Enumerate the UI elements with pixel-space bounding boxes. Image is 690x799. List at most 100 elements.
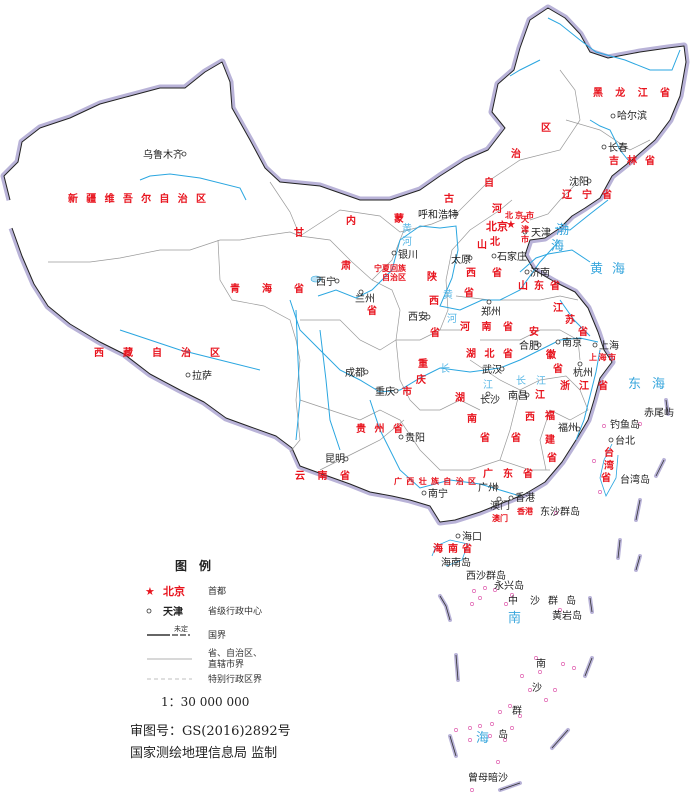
island-label: 曾母暗沙 <box>468 771 508 784</box>
city-marker <box>343 456 349 462</box>
city-marker <box>592 342 598 348</box>
island-mark <box>478 724 482 728</box>
island-mark <box>468 726 472 730</box>
river <box>317 225 561 311</box>
island-mark <box>496 760 500 764</box>
province-boundary <box>269 181 401 341</box>
city-label: 济南 <box>530 266 550 279</box>
province-label: 天津市 <box>521 215 530 244</box>
province-label: 台湾省 <box>600 446 614 484</box>
province-label: 广东省 <box>483 467 533 480</box>
city-label: 武汉 <box>482 363 502 376</box>
island-mark <box>478 596 482 600</box>
city-label: 石家庄 <box>497 250 527 263</box>
city-label: 天津 <box>531 227 551 239</box>
province-name: 云南省 <box>295 469 350 482</box>
province-name: 北京市 <box>505 210 534 220</box>
city-label: 太原 <box>451 253 471 266</box>
city-marker <box>486 299 492 305</box>
dash-segment-line <box>439 595 451 621</box>
island-mark <box>518 714 522 718</box>
dash-segment-line <box>617 539 621 559</box>
city-label: 台北 <box>615 434 635 447</box>
publisher: 国家测绘地理信息局 监制 <box>130 745 277 761</box>
island-mark <box>454 728 458 732</box>
island-mark <box>493 588 497 592</box>
dash-segment-line <box>635 555 641 571</box>
island-mark <box>534 656 538 660</box>
city-marker <box>496 496 502 502</box>
island-label: 赤尾屿 <box>644 407 674 419</box>
nine-dash-line <box>438 398 670 792</box>
province-boundary <box>371 229 405 281</box>
city-label: 南宁 <box>428 487 448 500</box>
island-label: 西沙群岛 <box>466 569 506 582</box>
island-mark <box>498 710 502 714</box>
island-mark <box>508 704 512 708</box>
province-label: 辽宁省 <box>562 188 612 201</box>
island-mark <box>503 738 507 742</box>
island-mark <box>602 424 606 428</box>
province-label: 贵州省 <box>356 422 403 435</box>
city-marker <box>185 372 191 378</box>
city-label: 昆明 <box>325 453 345 465</box>
island-mark <box>510 726 514 730</box>
island-mark <box>483 586 487 590</box>
province-label: 广西壮族自治区 <box>394 476 476 486</box>
city-marker <box>421 490 427 496</box>
island-mark <box>544 698 548 702</box>
city-label: 贵阳 <box>405 431 425 444</box>
city-label: 西安 <box>408 310 428 323</box>
city-label: 乌鲁木齐 <box>143 148 183 161</box>
river <box>289 299 599 393</box>
province-name: 香港 <box>516 506 534 516</box>
river <box>139 173 247 201</box>
island-mark <box>572 666 576 670</box>
province-label: 宁夏回族自治区 <box>374 263 407 282</box>
city-marker <box>425 314 431 320</box>
province-boundary <box>469 359 589 471</box>
sea-label: 南海 <box>476 610 521 746</box>
province-boundary <box>299 69 581 237</box>
island-mark <box>554 511 558 515</box>
taiwan-outline <box>599 443 619 497</box>
province-label: 河南省 <box>460 320 513 333</box>
island-label: 钓鱼岛 <box>610 418 640 431</box>
circle-icon <box>146 608 152 614</box>
province-name: 海南省 <box>433 542 472 555</box>
city-marker <box>398 434 404 440</box>
city-label: 南京 <box>562 336 582 349</box>
island-mark <box>598 490 602 494</box>
city-label: 哈尔滨 <box>617 109 647 122</box>
city-label: 澳门 <box>490 499 510 512</box>
city-label: 西宁 <box>316 275 336 288</box>
dash-segment-line <box>551 729 569 749</box>
city-marker <box>555 339 561 345</box>
island-marks <box>454 422 642 792</box>
city-label: 长沙 <box>480 394 500 406</box>
sea-label: 东海 <box>628 377 665 392</box>
province-name: 贵州省 <box>356 422 403 435</box>
province-boundary <box>499 389 521 461</box>
sea-label: 黄海 <box>590 262 625 277</box>
city-label: 郑州 <box>481 305 501 318</box>
city-marker <box>467 255 473 261</box>
dash-segment <box>438 594 452 622</box>
city-marker <box>522 229 528 235</box>
city-label: 杭州 <box>573 366 593 379</box>
city-marker <box>524 392 530 398</box>
province-boundary <box>455 295 579 301</box>
island-label: 海南岛 <box>441 556 471 569</box>
province-name: 辽宁省 <box>562 188 612 201</box>
island-label: 东沙群岛 <box>540 505 580 518</box>
legend: 图 例 ★ 北京 首都 天津 省级行政中心 未定 国界 省、自治区、 直辖市界 … <box>145 558 262 709</box>
dash-segment-line <box>589 597 593 613</box>
river <box>119 329 261 371</box>
city-marker <box>491 253 497 259</box>
city-marker <box>499 366 505 372</box>
legend-capital-desc: 首都 <box>208 585 226 597</box>
island-mark <box>528 688 532 692</box>
dash-segment-line <box>455 654 459 681</box>
city-marker <box>393 388 399 394</box>
province-label: 海南省 <box>433 542 472 555</box>
